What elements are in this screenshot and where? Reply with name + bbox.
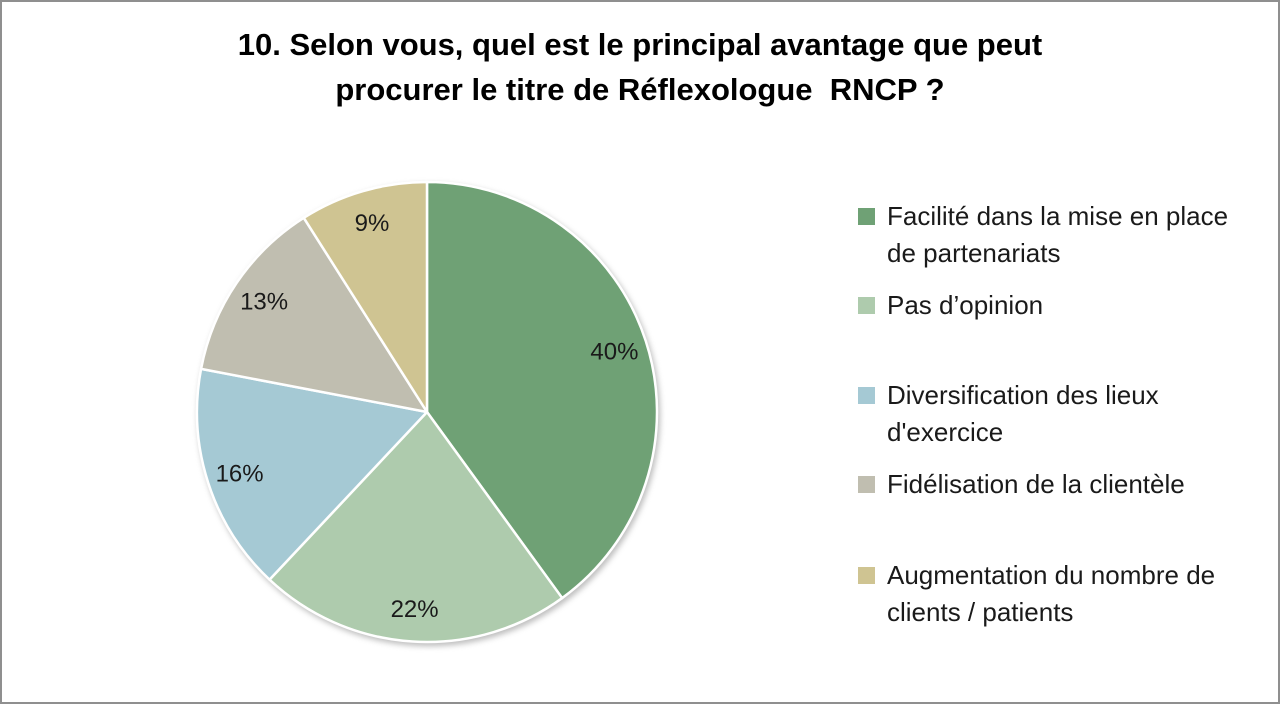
legend-item-partenariats: Facilité dans la mise en place de parten… <box>858 198 1258 272</box>
pie-slice-label-2: 16% <box>216 460 264 487</box>
pie-slice-label-3: 13% <box>240 289 288 316</box>
legend-swatch-icon <box>858 387 875 404</box>
pie-slice-label-4: 9% <box>355 210 390 237</box>
legend-item-augmentation: Augmentation du nombre de clients / pati… <box>858 557 1258 631</box>
legend-item-diversification: Diversification des lieux d'exercice <box>858 377 1258 451</box>
chart-title: 10. Selon vous, quel est le principal av… <box>2 22 1278 112</box>
pie-slice-label-1: 22% <box>391 596 439 623</box>
legend-item-pas-d-opinion: Pas d’opinion <box>858 287 1258 324</box>
legend-swatch-icon <box>858 567 875 584</box>
chart-title-line1: 10. Selon vous, quel est le principal av… <box>237 27 1043 62</box>
legend-swatch-icon <box>858 297 875 314</box>
legend-label: Fidélisation de la clientèle <box>887 469 1185 499</box>
pie-slice-1 <box>268 410 564 644</box>
legend-item-fidelisation: Fidélisation de la clientèle <box>858 466 1258 503</box>
legend-label: Facilité dans la mise en place de parten… <box>887 201 1229 268</box>
legend-label: Augmentation du nombre de clients / pati… <box>887 560 1216 627</box>
legend-swatch-icon <box>858 208 875 225</box>
pie-chart: 40% 22% 16% 13% 9% <box>195 180 659 644</box>
legend-label: Diversification des lieux d'exercice <box>887 380 1159 447</box>
pie-slice-3 <box>199 216 429 414</box>
legend-label: Pas d’opinion <box>887 290 1044 320</box>
legend-swatch-icon <box>858 476 875 493</box>
chart-title-line2: procurer le titre de Réflexologue RNCP ? <box>335 72 945 107</box>
pie-slice-label-0: 40% <box>590 339 638 366</box>
pie-slice-0 <box>425 180 659 600</box>
pie-slice-2 <box>195 367 429 581</box>
pie-slice-4 <box>302 180 429 414</box>
